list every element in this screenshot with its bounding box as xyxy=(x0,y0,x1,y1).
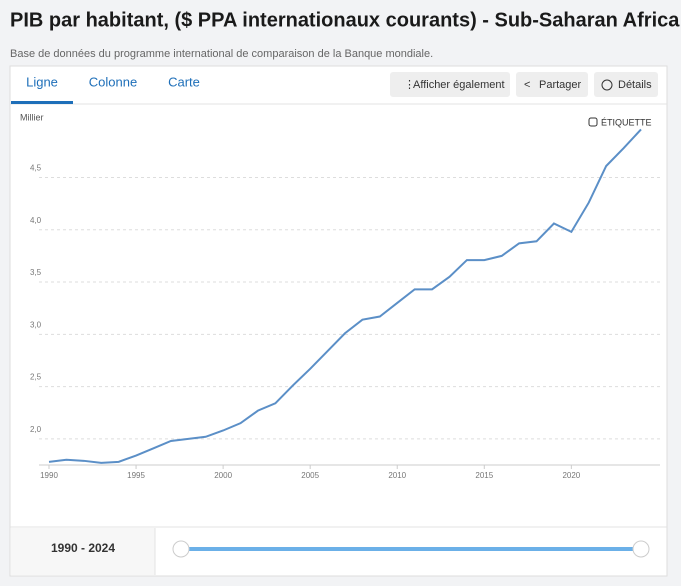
label-toggle[interactable]: ÉTIQUETTE xyxy=(601,117,652,127)
x-tick-label: 2015 xyxy=(475,471,493,480)
button-label: Détails xyxy=(618,79,652,91)
button-icon: < xyxy=(524,79,530,91)
tab[interactable]: Colonne xyxy=(89,74,137,89)
y-tick-label: 4,5 xyxy=(30,164,42,173)
y-tick-label: 2,5 xyxy=(30,373,42,382)
button[interactable] xyxy=(516,72,588,97)
y-tick-label: 4,0 xyxy=(30,216,42,225)
button-label: Partager xyxy=(539,79,582,91)
x-tick-label: 2020 xyxy=(562,471,580,480)
x-tick-label: 1995 xyxy=(127,471,145,480)
slider-handle[interactable] xyxy=(172,540,190,558)
button-icon: ⋮ xyxy=(404,79,415,91)
button[interactable] xyxy=(594,72,658,97)
checkbox[interactable] xyxy=(588,117,598,127)
button-label: Afficher également xyxy=(413,79,505,91)
subtitle: Base de données du programme internation… xyxy=(10,48,433,60)
x-tick-label: 2005 xyxy=(301,471,319,480)
tab[interactable]: Ligne xyxy=(26,74,58,89)
y-axis-label: Millier xyxy=(20,112,44,122)
tab[interactable]: Carte xyxy=(168,74,200,89)
data-line xyxy=(48,128,642,464)
panel xyxy=(9,65,668,577)
x-tick-label: 1990 xyxy=(40,471,58,480)
button-icon xyxy=(601,79,613,91)
page-title: PIB par habitant, ($ PPA internationaux … xyxy=(10,9,680,31)
tab-indicator xyxy=(11,101,73,104)
button[interactable] xyxy=(390,72,510,97)
range-label: 1990 - 2024 xyxy=(51,541,115,555)
range-box xyxy=(11,528,155,575)
slider-handle[interactable] xyxy=(632,540,650,558)
y-tick-label: 2,0 xyxy=(30,425,42,434)
x-tick-label: 2010 xyxy=(388,471,406,480)
x-tick-label: 2000 xyxy=(214,471,232,480)
y-tick-label: 3,5 xyxy=(30,268,42,277)
y-tick-label: 3,0 xyxy=(30,320,42,329)
